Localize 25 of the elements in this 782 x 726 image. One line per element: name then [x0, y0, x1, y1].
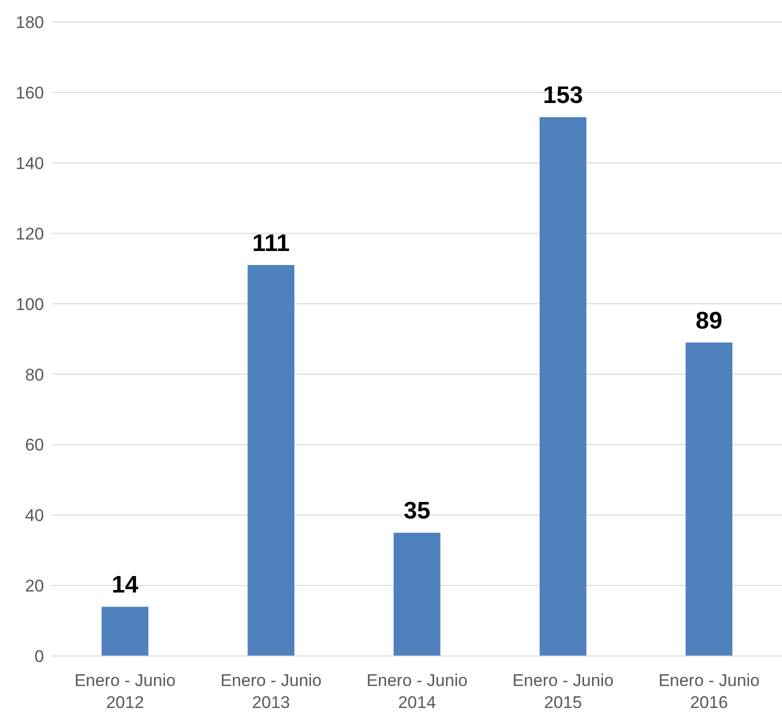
y-tick-label: 60	[25, 436, 44, 455]
y-tick-label: 140	[16, 154, 44, 173]
data-label: 14	[112, 572, 139, 599]
y-tick-label: 80	[25, 365, 44, 384]
data-label: 111	[252, 230, 290, 258]
x-tick-label: Enero - Junio 2013	[220, 671, 322, 712]
y-tick-label: 0	[34, 647, 44, 666]
x-tick-label: Enero - Junio 2012	[74, 671, 176, 712]
bar	[686, 342, 732, 656]
data-label: 89	[696, 308, 722, 335]
y-tick-label: 20	[25, 576, 44, 596]
data-label: 153	[542, 82, 584, 110]
bar	[102, 606, 148, 656]
x-tick-label: Enero - Junio 2015	[512, 671, 614, 712]
x-tick-label: Enero - Junio 2016	[658, 671, 760, 712]
y-tick-label: 40	[25, 506, 44, 526]
bar	[540, 117, 586, 656]
y-tick-label: 160	[16, 83, 44, 102]
y-tick-label: 120	[16, 224, 44, 244]
x-tick-label: Enero - Junio 2014	[366, 671, 468, 712]
bar	[394, 532, 440, 656]
bar	[248, 265, 294, 656]
y-tick-label: 180	[16, 13, 44, 32]
y-tick-label: 100	[16, 294, 44, 314]
data-label: 35	[404, 498, 430, 525]
